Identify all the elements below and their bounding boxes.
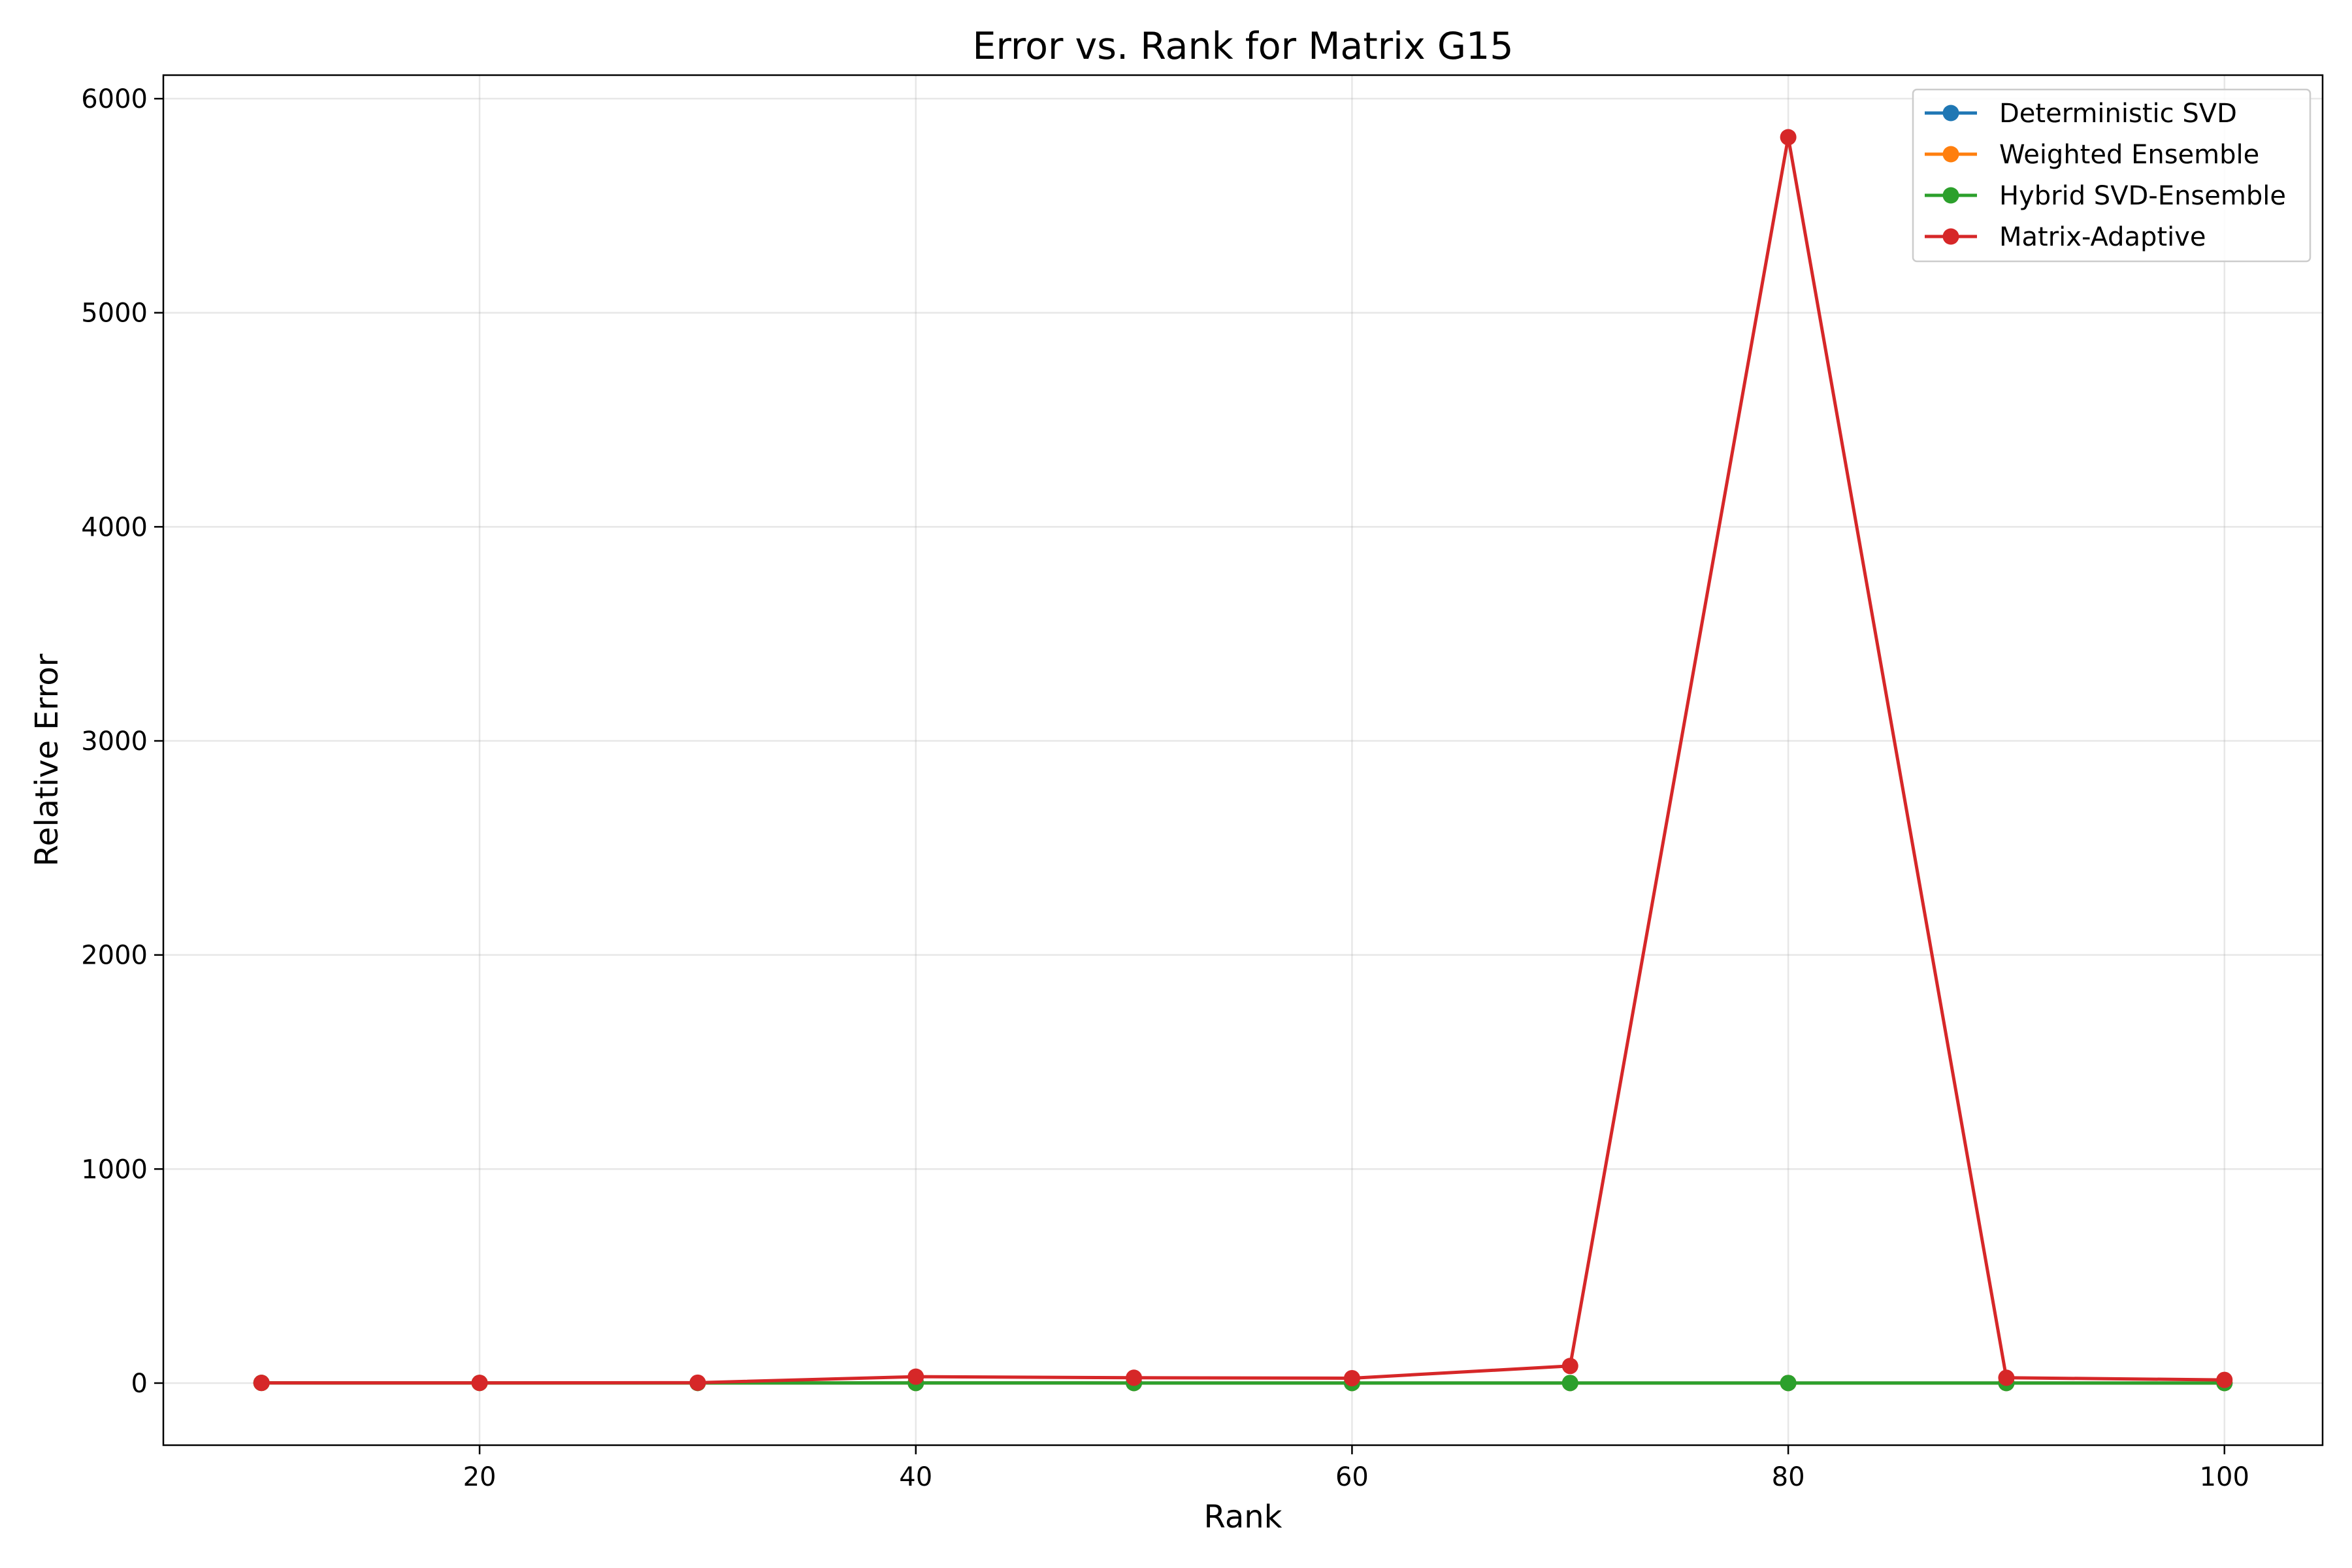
y-tick-label: 0 <box>131 1369 148 1399</box>
data-point <box>471 1375 488 1392</box>
data-point <box>1780 129 1797 146</box>
x-axis-ticks: 20 40 60 80 100 <box>463 1445 2249 1492</box>
y-tick-label: 5000 <box>81 299 148 329</box>
data-point <box>1343 1369 1360 1386</box>
y-tick-label: 6000 <box>81 84 148 114</box>
data-point <box>689 1374 706 1391</box>
y-tick-label: 1000 <box>81 1154 148 1184</box>
x-tick-label: 40 <box>899 1462 932 1492</box>
data-point <box>1126 1369 1143 1386</box>
y-tick-label: 3000 <box>81 727 148 757</box>
legend-swatch-marker <box>1942 187 1959 204</box>
x-axis-title: Rank <box>1204 1499 1282 1535</box>
y-axis-ticks: 0 1000 2000 3000 4000 5000 6000 <box>81 84 163 1399</box>
legend-item: Deterministic SVD <box>1925 99 2237 129</box>
x-tick-label: 20 <box>463 1462 497 1492</box>
chart-title: Error vs. Rank for Matrix G15 <box>972 25 1513 68</box>
legend-label: Matrix-Adaptive <box>1999 222 2206 252</box>
grid-lines <box>163 75 2323 1445</box>
legend-item: Hybrid SVD-Ensemble <box>1925 181 2286 211</box>
legend-label: Weighted Ensemble <box>1999 140 2259 170</box>
x-tick-label: 100 <box>2200 1462 2249 1492</box>
legend: Deterministic SVD Weighted Ensemble Hybrid… <box>1912 88 2311 263</box>
data-point <box>1780 1375 1797 1392</box>
series-layer <box>253 129 2233 1392</box>
data-point <box>1561 1375 1578 1392</box>
data-point <box>2216 1371 2233 1388</box>
x-tick-label: 60 <box>1335 1462 1369 1492</box>
y-axis-title: Relative Error <box>29 653 65 866</box>
data-point <box>1561 1358 1578 1375</box>
x-tick-label: 80 <box>1772 1462 1805 1492</box>
legend-label: Deterministic SVD <box>1999 99 2237 129</box>
legend-swatch-marker <box>1942 105 1959 122</box>
series-line <box>261 135 2225 1385</box>
data-point <box>253 1375 270 1392</box>
legend-box <box>1912 88 2311 263</box>
data-point <box>1998 1369 2015 1386</box>
plot-frame <box>162 74 2324 1446</box>
data-point <box>907 1368 924 1385</box>
legend-item: Weighted Ensemble <box>1925 140 2259 170</box>
legend-label: Hybrid SVD-Ensemble <box>1999 181 2286 211</box>
legend-item: Matrix-Adaptive <box>1925 222 2206 252</box>
series-4 <box>253 129 2233 1392</box>
legend-swatch-marker <box>1942 146 1959 163</box>
legend-swatch-marker <box>1942 228 1959 245</box>
y-tick-label: 4000 <box>81 512 148 542</box>
y-tick-label: 2000 <box>81 941 148 971</box>
